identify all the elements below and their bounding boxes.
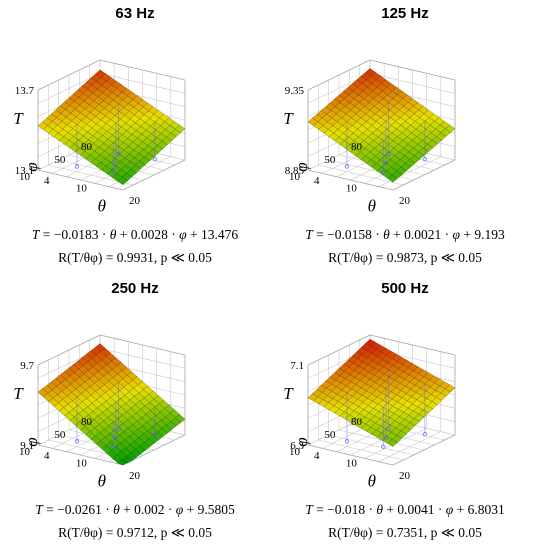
surface-mesh <box>37 69 186 186</box>
z-tick-label: 9.1 <box>20 440 34 452</box>
z-axis-label: T <box>13 109 24 128</box>
panel-title: 63 Hz <box>115 5 154 22</box>
data-point <box>111 169 116 174</box>
data-point <box>381 444 386 449</box>
fit-statistics: R(T/θφ) = 0.9712, p ≪ 0.05 <box>58 525 212 540</box>
theta-tick-label: 4 <box>44 450 50 462</box>
regression-equation: T = −0.0261 · θ + 0.002 · φ + 9.5805 <box>35 502 235 517</box>
theta-axis-label: θ <box>98 196 106 215</box>
theta-axis-label: θ <box>98 471 106 490</box>
phi-tick-label: 10 <box>19 446 31 458</box>
data-points <box>74 382 158 449</box>
theta-tick-label: 10 <box>346 183 358 195</box>
z-tick-label: 13.7 <box>15 85 35 97</box>
panel-title: 125 Hz <box>381 5 429 22</box>
theta-tick-label: 10 <box>76 183 88 195</box>
data-point <box>381 169 386 174</box>
theta-tick-label: 4 <box>314 175 320 187</box>
regression-equation: T = −0.0158 · θ + 0.0021 · φ + 9.193 <box>305 227 505 242</box>
data-points <box>344 369 428 449</box>
z-tick-label: 8.85 <box>285 165 305 177</box>
data-point <box>111 444 116 449</box>
fit-statistics: R(T/θφ) = 0.9931, p ≪ 0.05 <box>58 250 212 265</box>
regression-equation: T = −0.0183 · θ + 0.0028 · φ + 13.476 <box>32 227 238 242</box>
fit-statistics: R(T/θφ) = 0.9873, p ≪ 0.05 <box>328 250 482 265</box>
data-point <box>383 435 389 441</box>
phi-tick-label: 50 <box>54 154 66 166</box>
data-points <box>74 103 158 174</box>
data-point <box>116 426 121 432</box>
panel-125hz: 125 Hz 9.35 8.85 T 80 50 10 φ 4 10 20 θ T = −0.0158 … <box>270 0 540 275</box>
fit-statistics: R(T/θφ) = 0.7351, p ≪ 0.05 <box>328 525 482 540</box>
z-tick-label: 9.35 <box>285 85 305 97</box>
data-point <box>386 426 391 432</box>
data-points <box>344 102 428 174</box>
phi-axis-label: φ <box>22 437 41 446</box>
phi-axis-label: φ <box>292 162 311 171</box>
phi-tick-label: 80 <box>81 141 93 153</box>
surface-mesh <box>307 68 456 183</box>
theta-axis-label: θ <box>368 471 376 490</box>
theta-tick-label: 10 <box>346 458 358 470</box>
theta-tick-label: 10 <box>76 458 88 470</box>
data-point <box>152 157 158 162</box>
theta-tick-label: 20 <box>399 195 411 207</box>
panel-title: 250 Hz <box>111 280 159 297</box>
data-point <box>344 164 350 169</box>
data-point <box>383 160 389 166</box>
z-tick-label: 9.7 <box>20 360 34 372</box>
panel-title: 500 Hz <box>381 280 429 297</box>
z-axis-label: T <box>13 384 24 403</box>
panel-250hz: 250 Hz 9.7 9.1 T 80 50 10 φ 4 10 20 θ T = −0.0261 · … <box>0 275 270 550</box>
phi-tick-label: 50 <box>54 429 66 441</box>
data-point <box>386 151 391 157</box>
data-point <box>74 439 80 444</box>
phi-axis-label: φ <box>22 162 41 171</box>
theta-tick-label: 20 <box>129 470 141 482</box>
data-point <box>422 432 428 437</box>
data-point <box>116 151 121 157</box>
phi-tick-label: 10 <box>19 171 31 183</box>
data-point <box>113 435 119 441</box>
data-point <box>422 157 428 162</box>
data-point <box>152 432 158 437</box>
data-point <box>344 439 350 444</box>
theta-tick-label: 4 <box>44 175 50 187</box>
phi-tick-label: 80 <box>351 416 363 428</box>
regression-equation: T = −0.018 · θ + 0.0041 · φ + 6.8031 <box>305 502 504 517</box>
data-point <box>74 164 80 169</box>
theta-tick-label: 4 <box>314 450 320 462</box>
z-tick-label: 7.1 <box>290 360 304 372</box>
z-axis-label: T <box>283 109 294 128</box>
phi-tick-label: 10 <box>289 171 301 183</box>
data-point <box>113 160 119 166</box>
phi-tick-label: 50 <box>324 429 336 441</box>
z-tick-label: 6.3 <box>290 440 304 452</box>
z-axis-label: T <box>283 384 294 403</box>
z-tick-label: 13.1 <box>15 165 34 177</box>
phi-tick-label: 10 <box>289 446 301 458</box>
panel-63hz: 63 Hz 13.7 13.1 T 80 50 10 φ 4 10 20 θ T = −0.0183 ·… <box>0 0 270 275</box>
phi-tick-label: 50 <box>324 154 336 166</box>
theta-axis-label: θ <box>368 196 376 215</box>
surface-mesh <box>307 338 456 447</box>
theta-tick-label: 20 <box>129 195 141 207</box>
panel-500hz: 500 Hz 7.1 6.3 T 80 50 10 φ 4 10 20 θ T = −0.018 · θ… <box>270 275 540 550</box>
phi-tick-label: 80 <box>81 416 93 428</box>
phi-tick-label: 80 <box>351 141 363 153</box>
theta-tick-label: 20 <box>399 470 411 482</box>
phi-axis-label: φ <box>292 437 311 446</box>
